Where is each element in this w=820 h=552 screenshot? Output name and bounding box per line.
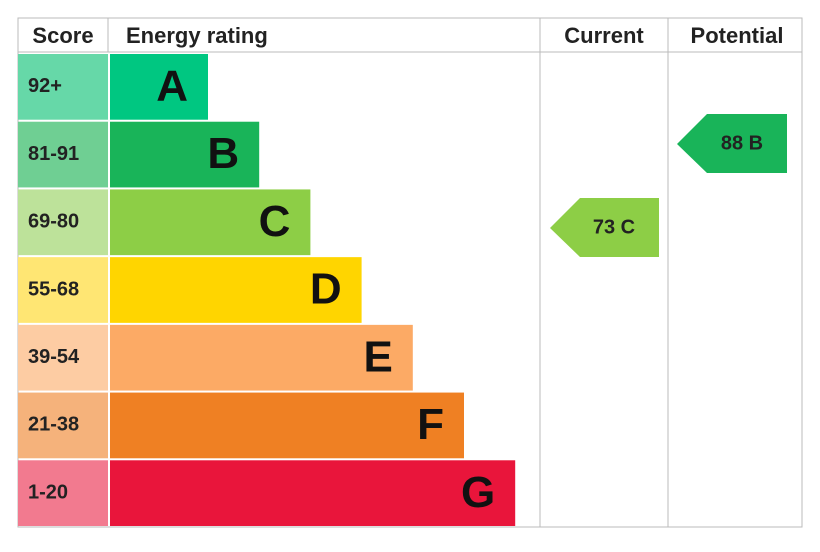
rating-bar bbox=[110, 392, 464, 459]
rating-letter: G bbox=[461, 468, 495, 517]
potential-arrow bbox=[677, 114, 787, 173]
rating-letter: C bbox=[259, 197, 291, 246]
score-cell bbox=[18, 54, 108, 120]
header-rating: Energy rating bbox=[126, 23, 268, 48]
score-cell bbox=[18, 392, 108, 459]
score-label: 1-20 bbox=[28, 481, 68, 503]
current-label: 73 C bbox=[593, 216, 635, 238]
score-label: 55-68 bbox=[28, 278, 79, 300]
score-label: 39-54 bbox=[28, 346, 80, 368]
rating-bar bbox=[110, 324, 413, 391]
rating-bar bbox=[110, 460, 516, 526]
score-label: 21-38 bbox=[28, 414, 79, 436]
rating-bar bbox=[110, 121, 260, 188]
header-potential: Potential bbox=[691, 23, 784, 48]
header-score: Score bbox=[32, 23, 93, 48]
score-cell bbox=[18, 460, 108, 526]
header-current: Current bbox=[564, 23, 644, 48]
score-label: 81-91 bbox=[28, 143, 79, 165]
rating-letter: A bbox=[156, 61, 188, 110]
score-label: 69-80 bbox=[28, 211, 79, 233]
score-cell bbox=[18, 121, 108, 188]
rating-bar bbox=[110, 54, 208, 120]
potential-label: 88 B bbox=[721, 132, 763, 154]
rating-letter: E bbox=[363, 332, 392, 381]
score-label: 92+ bbox=[28, 75, 62, 97]
rating-letter: F bbox=[417, 400, 444, 449]
score-cell bbox=[18, 257, 108, 323]
bands: 92+ A 81-91 B 69-80 C 55-68 D 39-54 E 21-38 F 1-20 G bbox=[18, 54, 516, 526]
rating-letter: B bbox=[207, 129, 239, 178]
rating-letter: D bbox=[310, 265, 342, 314]
score-cell bbox=[18, 189, 108, 256]
rating-bar bbox=[110, 257, 362, 323]
rating-bar bbox=[110, 189, 311, 256]
current-arrow bbox=[550, 198, 659, 257]
score-cell bbox=[18, 324, 108, 391]
